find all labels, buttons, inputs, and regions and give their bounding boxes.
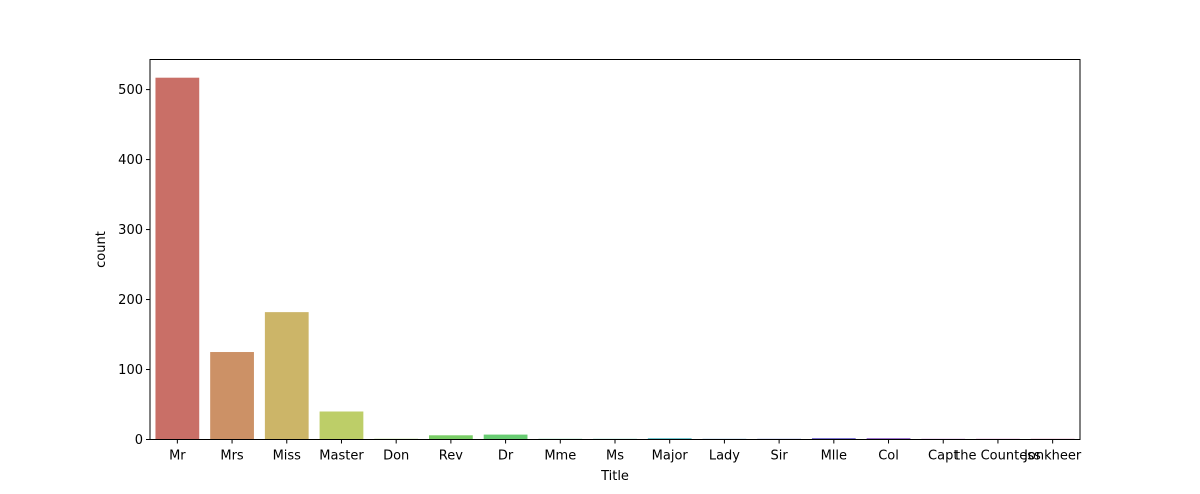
bar-major (647, 438, 692, 440)
y-tick-label: 400 (118, 153, 143, 168)
x-tick-label: Sir (771, 449, 789, 464)
x-tick-label: Mme (544, 449, 576, 464)
bar-mr (155, 77, 200, 440)
x-tick-label: Mrs (220, 449, 244, 464)
x-tick-label: Col (878, 449, 899, 464)
x-tick-label: Dr (498, 449, 514, 464)
y-axis-label: count (94, 231, 109, 268)
x-tick-label: Lady (709, 449, 740, 464)
x-tick-label: Mr (169, 449, 186, 464)
y-axis: 0 100 200 300 400 500 (118, 83, 150, 448)
x-axis-label: Title (600, 469, 629, 484)
bar-mrs (210, 352, 254, 440)
x-tick-label: Master (319, 449, 364, 464)
bars-group (155, 77, 1075, 440)
x-tick-label: Capt (928, 449, 958, 464)
bar-master (319, 411, 364, 440)
x-tick-label: Mlle (821, 449, 847, 464)
x-tick-label: Miss (273, 449, 302, 464)
x-tick-label: the Countess (955, 449, 1041, 464)
y-tick-label: 100 (118, 363, 143, 378)
bar-dr (483, 434, 528, 440)
x-tick-label: Rev (439, 449, 463, 464)
x-tick-label: Ms (606, 449, 624, 464)
bar-rev (429, 435, 473, 440)
y-tick-label: 300 (118, 223, 143, 238)
bar-mlle (811, 438, 856, 440)
x-tick-label: Jonkheer (1023, 449, 1082, 464)
bar-col (866, 438, 911, 440)
y-tick-label: 500 (118, 83, 143, 98)
x-tick-label: Don (383, 449, 409, 464)
y-tick-label: 200 (118, 293, 143, 308)
y-tick-label: 0 (135, 433, 143, 448)
x-tick-label: Major (652, 449, 689, 464)
x-axis: Mr Mrs Miss Master Don Rev Dr Mme Ms Major Lady Sir… (169, 439, 1082, 464)
bar-miss (264, 312, 309, 440)
